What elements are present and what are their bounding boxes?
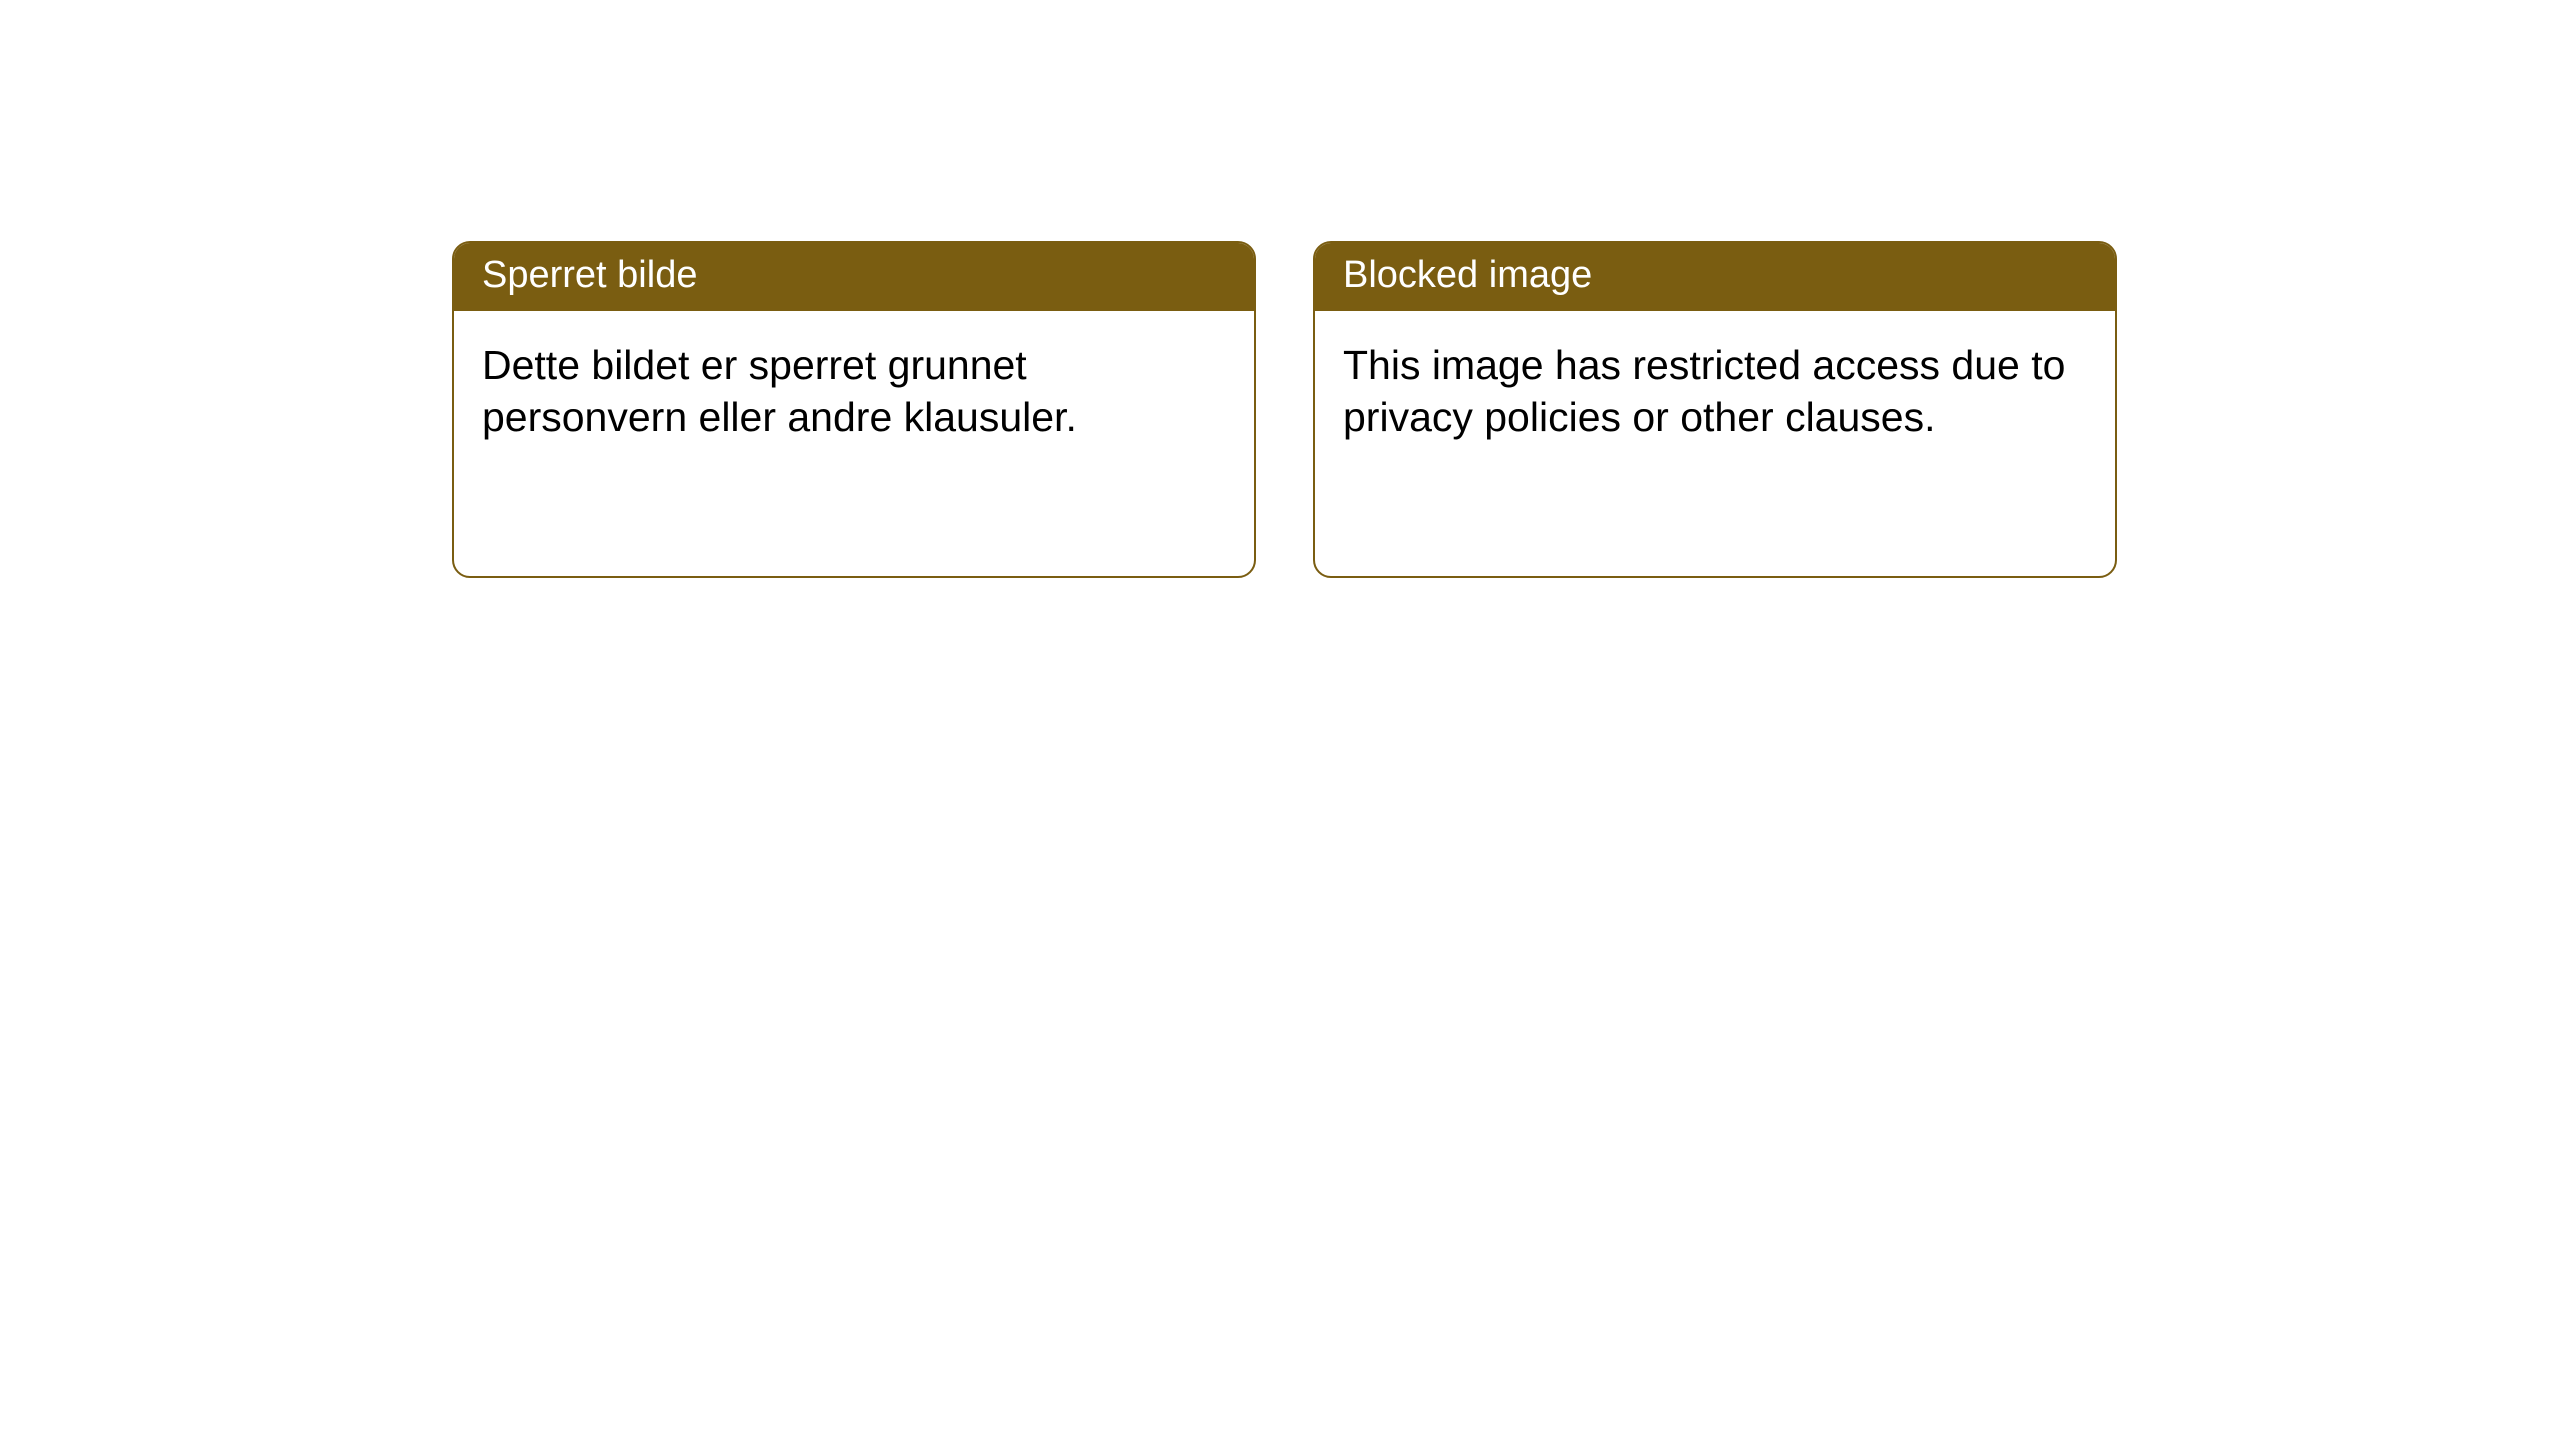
notice-body-norwegian: Dette bildet er sperret grunnet personve… bbox=[454, 311, 1254, 472]
notice-body-english: This image has restricted access due to … bbox=[1315, 311, 2115, 472]
notice-header-english: Blocked image bbox=[1315, 243, 2115, 311]
notice-header-norwegian: Sperret bilde bbox=[454, 243, 1254, 311]
notice-container: Sperret bilde Dette bildet er sperret gr… bbox=[452, 241, 2117, 578]
notice-card-norwegian: Sperret bilde Dette bildet er sperret gr… bbox=[452, 241, 1256, 578]
notice-card-english: Blocked image This image has restricted … bbox=[1313, 241, 2117, 578]
